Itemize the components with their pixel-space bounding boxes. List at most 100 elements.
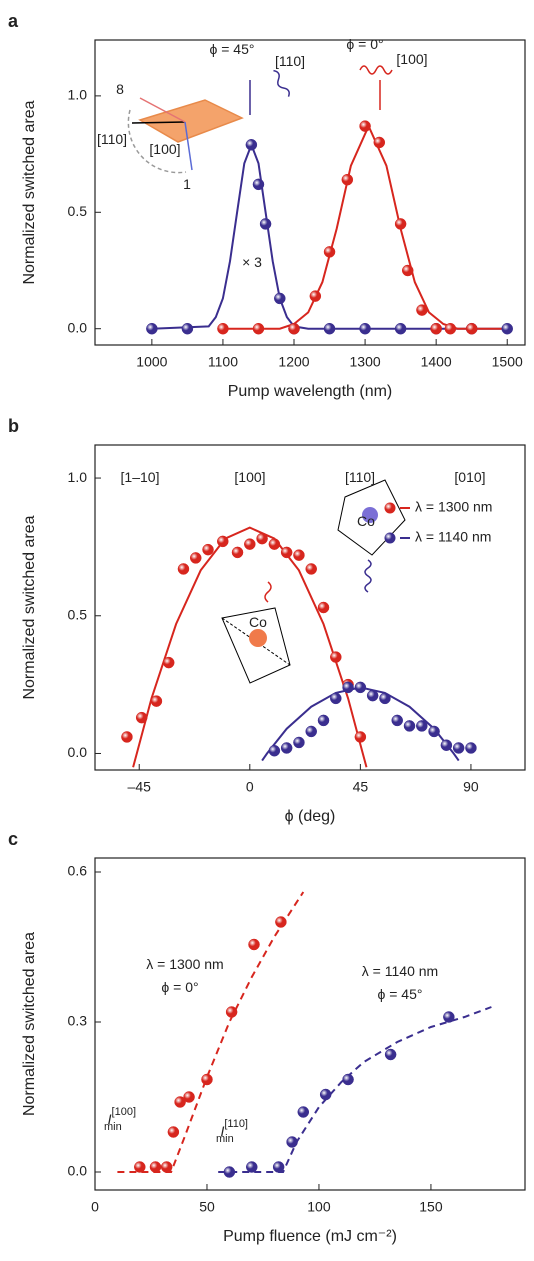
y-tick-label: 0.0: [68, 744, 88, 760]
data-point: [330, 651, 342, 663]
annotation-text: I: [108, 1111, 112, 1127]
data-point: [354, 731, 367, 743]
annotation-text: [110]: [97, 131, 127, 147]
data-point: [359, 322, 371, 335]
annotation-sup: [110]: [224, 1118, 248, 1130]
x-tick-label: –45: [128, 779, 152, 795]
y-tick-label: 0.0: [68, 1163, 88, 1179]
annotation: [010]: [454, 469, 485, 485]
x-tick-label: 0: [246, 779, 254, 795]
annotation: Co: [357, 513, 375, 529]
annotation-text: Co: [249, 614, 267, 630]
data-point: [452, 742, 465, 754]
data-point: [252, 322, 265, 335]
annotation-sub: min: [104, 1121, 122, 1133]
data-point: [384, 1048, 397, 1061]
x-tick-label: 1200: [278, 354, 309, 370]
legend-label: λ = 1300 nm: [415, 499, 492, 515]
fit-curve: [218, 1006, 492, 1173]
data-point: [259, 218, 272, 230]
data-point: [272, 1161, 285, 1173]
data-point: [177, 563, 190, 575]
data-point: [160, 1161, 173, 1173]
x-tick-label: 50: [199, 1199, 215, 1215]
x-axis-title: ϕ (deg): [285, 808, 336, 825]
x-axis-title: Pump fluence (mJ cm⁻²): [223, 1228, 397, 1245]
fit-curve: [117, 891, 305, 1173]
annotation-text: [1–10]: [121, 469, 160, 485]
data-point: [202, 543, 214, 556]
data-point: [286, 1136, 298, 1148]
data-point: [323, 246, 336, 258]
annotation-sup: [100]: [112, 1106, 136, 1118]
data-point: [465, 742, 477, 754]
x-tick-label: 45: [353, 779, 369, 795]
data-point: [183, 1091, 195, 1103]
y-tick-label: 1.0: [68, 87, 88, 103]
data-point: [256, 532, 268, 545]
data-point: [444, 322, 457, 335]
annotation: [100]: [149, 141, 180, 157]
data-point: [288, 322, 300, 335]
x-tick-label: 150: [419, 1199, 443, 1215]
annotation: 1: [183, 176, 191, 192]
annotation: [110]: [275, 53, 305, 69]
data-point: [167, 1126, 180, 1138]
data-point: [317, 601, 330, 614]
y-tick-label: 0.6: [68, 863, 88, 879]
data-point: [275, 916, 287, 928]
annotation-text: I: [220, 1123, 224, 1139]
data-point: [297, 1106, 310, 1118]
data-point: [330, 692, 342, 705]
data-point: [319, 1088, 332, 1101]
data-point: [174, 1096, 186, 1108]
annotation-text: ϕ = 45°: [210, 41, 255, 57]
data-point: [225, 1006, 238, 1018]
data-point: [150, 695, 163, 707]
data-point: [354, 681, 367, 694]
data-point: [149, 1161, 162, 1173]
annotation-text: [110]: [345, 469, 375, 485]
annotation-sub: min: [216, 1133, 234, 1145]
x-axis-title: Pump wavelength (nm): [228, 383, 393, 400]
annotation: [110]: [345, 469, 375, 485]
x-tick-label: 1400: [421, 354, 452, 370]
annotation: ϕ = 0°: [346, 36, 383, 52]
data-point: [359, 120, 371, 132]
data-point: [366, 689, 379, 702]
decoration: [127, 65, 406, 684]
annotation: ϕ = 0°: [161, 979, 198, 995]
annotation: 8: [116, 81, 124, 97]
annotation-text: 1: [183, 176, 191, 192]
x-tick-label: 90: [463, 779, 479, 795]
data-point: [403, 720, 416, 732]
annotation: Co: [249, 614, 267, 630]
data-point: [246, 1161, 258, 1173]
data-point: [342, 681, 354, 694]
data-point: [181, 322, 194, 335]
data-point: [293, 736, 305, 749]
data-point: [245, 139, 258, 151]
fit-curve: [132, 526, 368, 768]
fit-curve: [151, 141, 508, 330]
data-point: [162, 656, 175, 669]
y-tick-label: 0.0: [68, 319, 88, 335]
y-axis-title: Normalized switched area: [21, 100, 38, 284]
data-point: [268, 538, 281, 550]
data-point: [309, 290, 322, 302]
x-tick-label: 0: [91, 1199, 99, 1215]
data-point: [379, 692, 391, 705]
x-tick-label: 1100: [208, 354, 238, 370]
data-point: [373, 136, 386, 149]
data-point: [394, 218, 407, 230]
data-point: [201, 1073, 213, 1086]
annotation-text: [010]: [454, 469, 485, 485]
data-point: [305, 563, 317, 575]
annotation-text: [100]: [234, 469, 265, 485]
annotation-text: Co: [357, 513, 375, 529]
annotation: ϕ = 45°: [210, 41, 255, 57]
annotation: ϕ = 45°: [378, 986, 423, 1002]
data-point: [305, 725, 317, 738]
data-point: [416, 304, 428, 316]
x-tick-label: 1500: [492, 354, 523, 370]
